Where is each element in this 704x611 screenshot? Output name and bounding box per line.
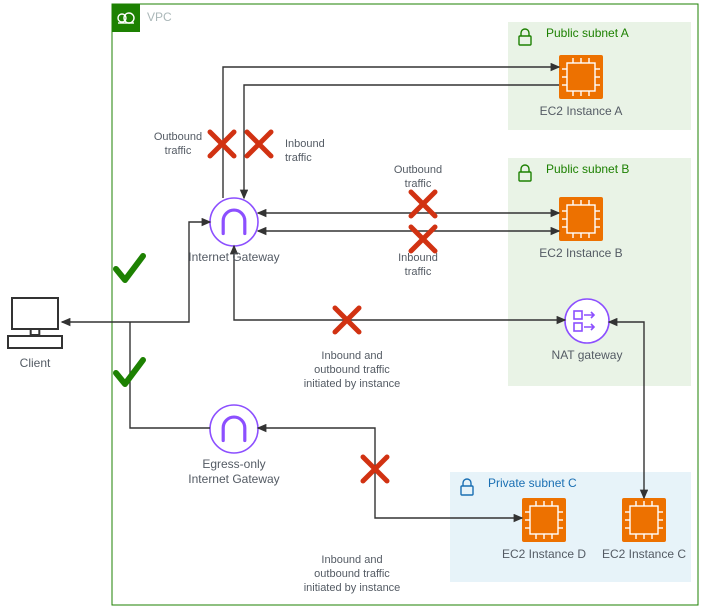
diagram-svg: [0, 0, 704, 611]
arrow-client-igw: [62, 222, 210, 322]
lbl-txt: Inbound and outbound traffic initiated b…: [304, 554, 401, 594]
egw-icon: [210, 405, 258, 453]
ec2a-label: EC2 Instance A: [531, 104, 631, 119]
vpc-label: VPC: [147, 10, 172, 24]
in-traffic-2: Inbound traffic: [388, 252, 448, 280]
lbl-txt: Inbound and outbound traffic initiated b…: [304, 350, 401, 390]
lbl-txt: Outbound traffic: [394, 164, 442, 190]
check-mark: [116, 256, 143, 280]
in-traffic-1: Inbound traffic: [285, 138, 385, 166]
ec2d-label: EC2 Instance D: [494, 547, 594, 562]
lbl-txt: Inbound traffic: [285, 138, 325, 164]
subnet-c-label: Private subnet C: [488, 476, 577, 490]
lbl-txt: Outbound traffic: [154, 131, 202, 157]
ec2b-label: EC2 Instance B: [531, 246, 631, 261]
nat-icon: [565, 299, 609, 343]
subnet-b-label: Public subnet B: [546, 162, 629, 176]
subnet-a-label: Public subnet A: [546, 26, 629, 40]
egw-label-text: Egress-only Internet Gateway: [188, 457, 279, 486]
ec2-d-icon: [522, 498, 566, 542]
ec2-b-icon: [559, 197, 603, 241]
igw-icon: [210, 198, 258, 246]
client-label: Client: [8, 356, 62, 371]
ec2-a-icon: [559, 55, 603, 99]
out-traffic-2: Outbound traffic: [388, 164, 448, 192]
both-traffic-2: Inbound and outbound traffic initiated b…: [297, 554, 407, 595]
nat-label: NAT gateway: [542, 348, 632, 363]
client-icon: [8, 298, 62, 348]
lbl-txt: Inbound traffic: [398, 252, 438, 278]
igw-label: Internet Gateway: [180, 250, 288, 265]
arrow-egw-client: [130, 322, 210, 428]
out-traffic-1: Outbound traffic: [148, 131, 208, 159]
ec2-c-icon: [622, 498, 666, 542]
both-traffic-1: Inbound and outbound traffic initiated b…: [297, 350, 407, 391]
egw-label: Egress-only Internet Gateway: [180, 457, 288, 487]
ec2c-label: EC2 Instance C: [594, 547, 694, 562]
